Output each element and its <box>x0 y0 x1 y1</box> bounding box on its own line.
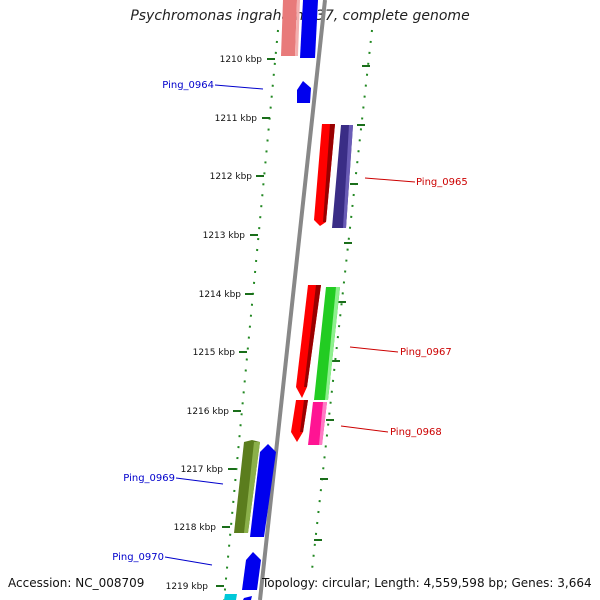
gene-ping-0970-block[interactable] <box>242 552 261 590</box>
kbp-label: 1211 kbp <box>215 114 258 124</box>
leader-line <box>364 177 416 183</box>
gene-ping-0969-block[interactable] <box>234 440 260 533</box>
kbp-label: 1214 kbp <box>199 290 242 300</box>
gene-block[interactable] <box>296 285 321 398</box>
leader-line <box>175 477 224 485</box>
gene-label-ping-0967[interactable]: Ping_0967 <box>400 347 452 358</box>
gene-ping-0967-block[interactable] <box>314 287 340 400</box>
tick-marks-right <box>314 65 370 541</box>
topology-text: Topology: circular; Length: 4,559,598 bp… <box>262 576 592 590</box>
gene-label-ping-0965[interactable]: Ping_0965 <box>416 177 468 188</box>
right-dotted-track <box>311 29 373 571</box>
leader-line <box>164 556 213 566</box>
kbp-label: 1217 kbp <box>181 465 224 475</box>
kbp-label: 1218 kbp <box>174 523 217 533</box>
gene-label-ping-0968[interactable]: Ping_0968 <box>390 427 442 438</box>
leader-line <box>214 84 264 90</box>
kbp-label: 1213 kbp <box>203 231 246 241</box>
gene-label-ping-0969[interactable]: Ping_0969 <box>123 473 175 484</box>
tick-marks-left <box>216 58 275 587</box>
gene-ping-0968-block[interactable] <box>308 402 327 445</box>
gene-block[interactable] <box>291 400 308 442</box>
kbp-label: 1216 kbp <box>187 407 230 417</box>
leader-line <box>340 425 389 433</box>
gene-block[interactable] <box>300 0 318 58</box>
kbp-label: 1210 kbp <box>220 55 263 65</box>
genome-backbone <box>258 0 327 600</box>
gene-block[interactable] <box>332 125 353 228</box>
accession-text: Accession: NC_008709 <box>8 576 145 590</box>
kbp-label: 1219 kbp <box>166 582 209 592</box>
genome-title: Psychromonas ingrahamii 37, complete gen… <box>130 8 470 24</box>
gene-block[interactable] <box>250 444 276 537</box>
gene-label-ping-0970[interactable]: Ping_0970 <box>112 552 164 563</box>
gene-block[interactable] <box>224 594 252 600</box>
kbp-label: 1212 kbp <box>210 172 253 182</box>
gene-block[interactable] <box>281 0 300 56</box>
left-dotted-track <box>223 29 279 600</box>
gene-label-ping-0964[interactable]: Ping_0964 <box>162 80 214 91</box>
gene-ping-0964-block[interactable] <box>297 81 311 103</box>
kbp-label: 1215 kbp <box>193 348 236 358</box>
gene-ping-0965-block[interactable] <box>314 124 335 226</box>
leader-line <box>349 346 399 353</box>
